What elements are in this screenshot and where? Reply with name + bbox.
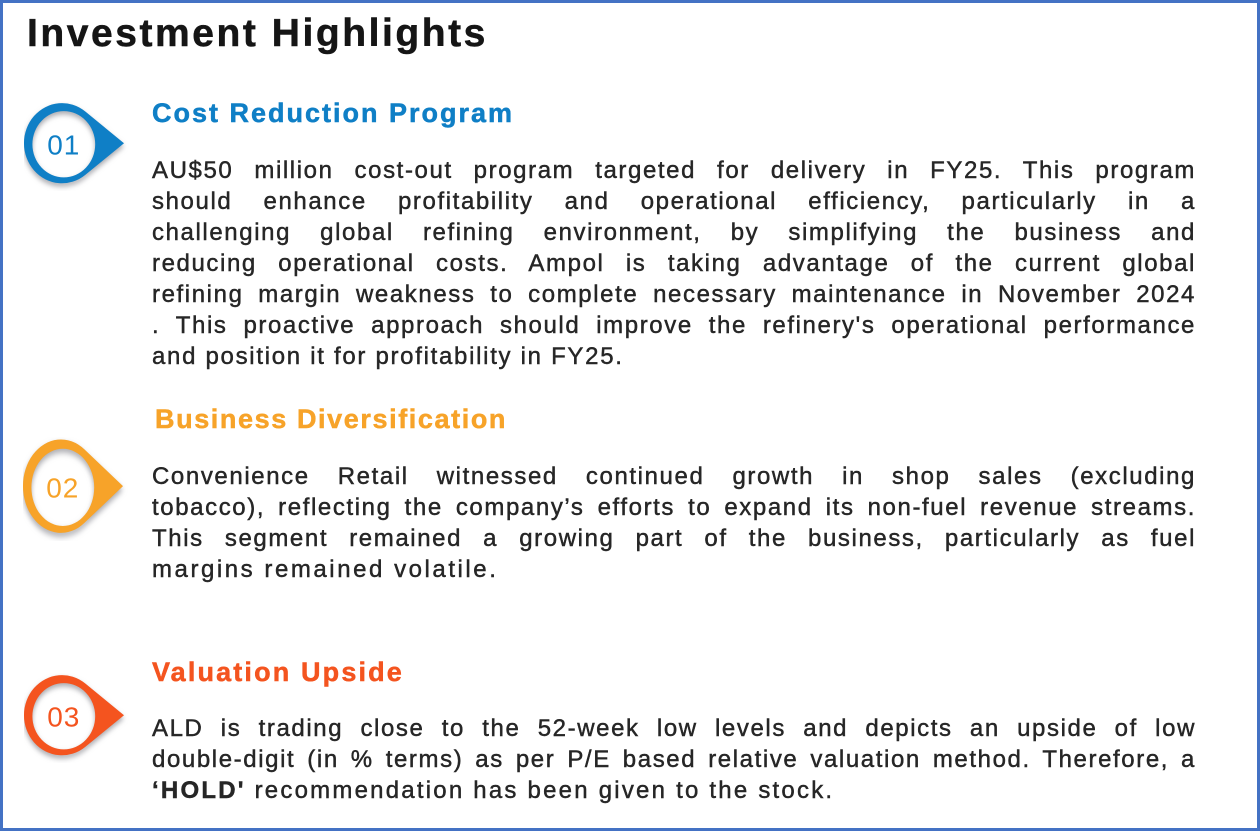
- svg-text:03: 03: [47, 702, 80, 733]
- svg-text:01: 01: [47, 130, 80, 161]
- svg-text:02: 02: [46, 472, 79, 503]
